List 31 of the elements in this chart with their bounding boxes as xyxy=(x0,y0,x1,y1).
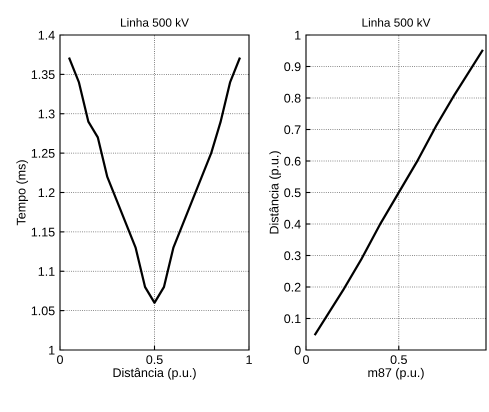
y-axis-title: Tempo (ms) xyxy=(16,160,28,226)
x-tick-label: 0.5 xyxy=(390,355,407,364)
y-tick-label: 1.2 xyxy=(38,188,55,198)
chart-title: Linha 500 kV xyxy=(362,18,430,27)
x-tick-label: 0 xyxy=(303,355,309,364)
y-tick-label: 1.05 xyxy=(32,306,55,316)
x-axis-title: m87 (p.u.) xyxy=(368,368,424,380)
y-tick-label: 1.15 xyxy=(32,228,55,237)
y-tick-label: 1 xyxy=(49,346,55,355)
x-tick-label: 1 xyxy=(246,355,252,364)
y-tick-label: 0.1 xyxy=(284,314,301,324)
y-tick-label: 1.4 xyxy=(38,30,55,40)
x-axis-title: Distância (p.u.) xyxy=(114,368,196,380)
x-tick-label: 0.5 xyxy=(146,355,163,364)
y-tick-label: 0.5 xyxy=(284,188,301,198)
y-tick-label: 1.35 xyxy=(32,70,55,80)
chart-title: Linha 500 kV xyxy=(121,18,189,27)
y-tick-label: 1 xyxy=(295,30,301,40)
x-tick-label: 0 xyxy=(57,355,63,364)
y-tick-label: 0.3 xyxy=(284,251,301,260)
y-tick-label: 0.9 xyxy=(284,62,301,72)
y-tick-label: 0.2 xyxy=(284,282,301,292)
y-tick-label: 0.7 xyxy=(284,125,301,134)
y-tick-label: 1.3 xyxy=(38,110,55,118)
y-tick-label: 0 xyxy=(294,346,301,355)
y-tick-label: 0.4 xyxy=(284,220,301,229)
y-tick-label: 1.25 xyxy=(32,148,55,158)
y-tick-label: 0.6 xyxy=(284,156,301,166)
y-tick-label: 0.8 xyxy=(284,94,301,103)
y-tick-label: 1.1 xyxy=(38,267,55,276)
y-axis-title: Distância (p.u.) xyxy=(269,151,281,234)
